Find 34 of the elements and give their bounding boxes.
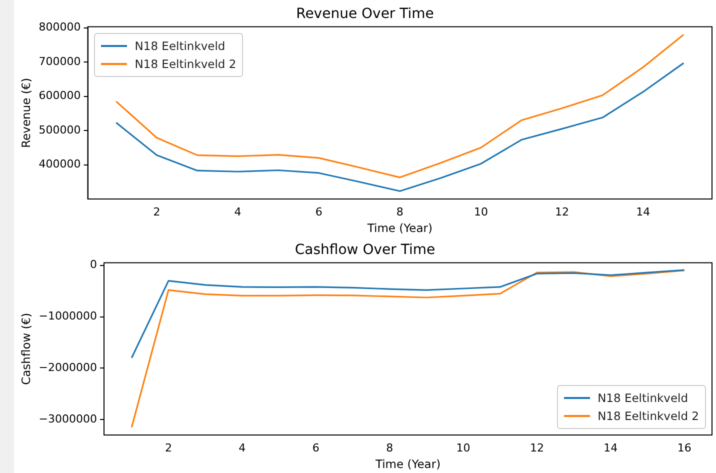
legend-label: N18 Eeltinkveld 2 bbox=[134, 56, 236, 71]
x-tick-label: 6 bbox=[315, 205, 322, 218]
y-tick-label: 800000 bbox=[38, 20, 81, 34]
y-tick-label: −3000000 bbox=[38, 412, 98, 426]
x-tick-label: 4 bbox=[234, 205, 242, 218]
x-tick-label: 8 bbox=[396, 205, 404, 218]
x-tick-label: 16 bbox=[677, 441, 692, 454]
y-tick-label: −2000000 bbox=[38, 361, 98, 374]
legend-label: N18 Eeltinkveld bbox=[134, 38, 226, 53]
y-tick-label: 500000 bbox=[38, 123, 81, 136]
y-tick-label: 700000 bbox=[38, 54, 81, 68]
x-tick-label: 12 bbox=[530, 441, 544, 454]
y-tick-label: 400000 bbox=[38, 158, 81, 171]
x-tick-label: 2 bbox=[153, 205, 160, 218]
x-tick-label: 10 bbox=[474, 205, 488, 218]
y-axis-title: Revenue (€) bbox=[18, 78, 33, 148]
y-tick-label: 0 bbox=[90, 258, 98, 272]
x-tick-label: 2 bbox=[164, 441, 172, 454]
x-tick-label: 14 bbox=[604, 441, 618, 454]
x-axis-title: Time (Year) bbox=[366, 221, 432, 236]
x-tick-label: 4 bbox=[238, 441, 246, 454]
x-tick-label: 8 bbox=[386, 441, 394, 454]
x-axis-title: Time (Year) bbox=[374, 457, 441, 472]
x-tick-label: 12 bbox=[555, 205, 570, 218]
x-tick-label: 10 bbox=[456, 441, 470, 454]
legend-label: N18 Eeltinkveld 2 bbox=[598, 409, 699, 423]
legend-label: N18 Eeltinkveld bbox=[598, 391, 688, 405]
y-tick-label: −1000000 bbox=[38, 310, 98, 323]
chart-title: Revenue Over Time bbox=[296, 6, 434, 22]
x-tick-label: 6 bbox=[312, 441, 320, 454]
x-tick-label: 14 bbox=[636, 205, 650, 218]
y-tick-label: 600000 bbox=[38, 89, 81, 102]
y-axis-title: Cashflow (€) bbox=[18, 312, 33, 385]
chart-title: Cashflow Over Time bbox=[294, 242, 436, 258]
